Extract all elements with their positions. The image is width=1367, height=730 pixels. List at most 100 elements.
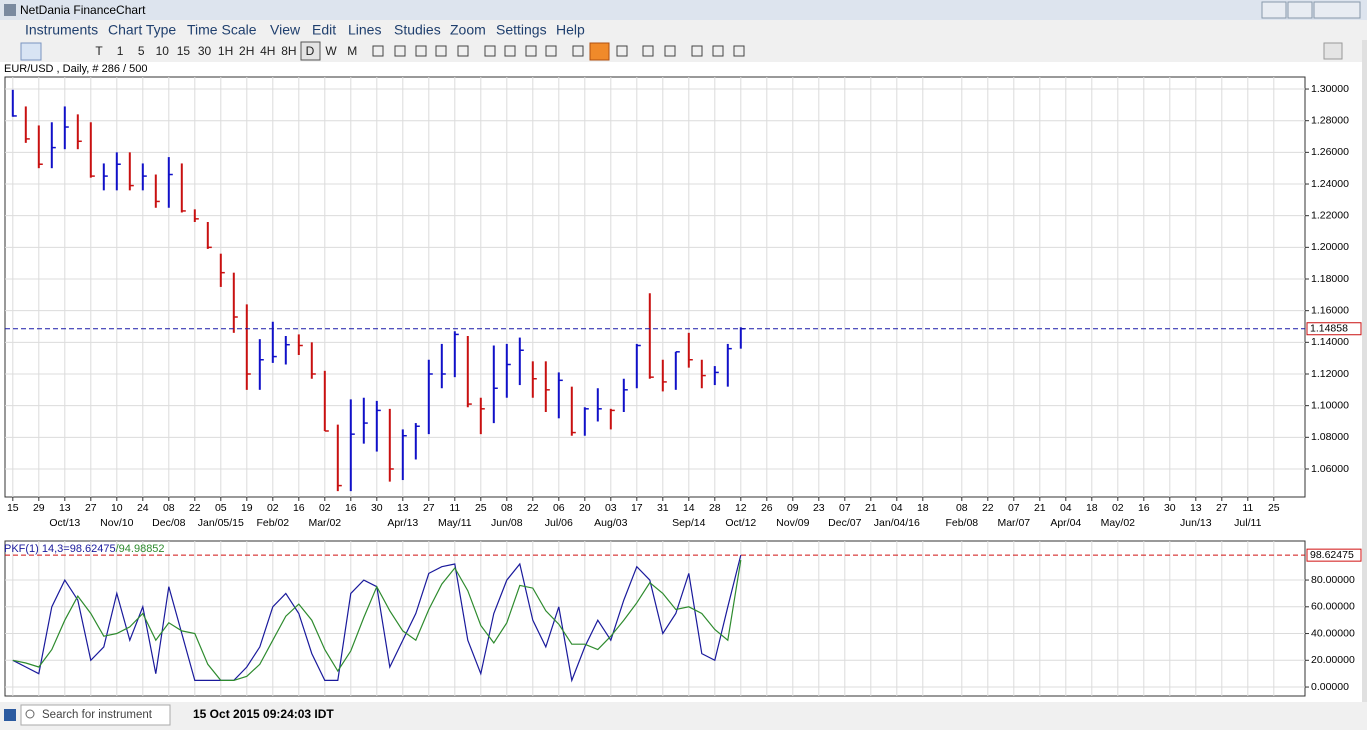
menu-item[interactable]: Studies [394,22,441,38]
y-tick-label: 1.18000 [1311,273,1349,285]
timeframe-button[interactable]: T [95,44,103,58]
toolbar-icon[interactable] [394,45,406,57]
chart-area [0,62,1362,702]
x-month-label: Jul/06 [545,517,573,529]
menu-item[interactable]: Chart Type [108,22,176,38]
timeframe-button[interactable]: 8H [281,44,296,58]
last-price-box [1306,322,1362,336]
x-tick-label: 25 [475,502,487,514]
search-placeholder[interactable]: Search for instrument [42,709,153,721]
y-tick-label: 1.12000 [1311,368,1349,380]
y-tick-label: 1.08000 [1311,431,1349,443]
toolbar-icon[interactable] [484,45,496,57]
x-month-label: Jul/11 [1234,517,1261,529]
timeframe-button[interactable]: 1H [218,44,233,58]
x-tick-label: 22 [189,502,201,514]
toolbar-icon[interactable] [457,45,469,57]
panel-button[interactable] [1323,42,1343,60]
toolbar-icon[interactable] [545,45,557,57]
x-tick-label: 30 [371,502,383,514]
toolbar-icon[interactable] [372,45,384,57]
y-tick-label: 1.06000 [1311,463,1349,475]
y-tick-label: 20.00000 [1311,654,1355,666]
bar-chart-button[interactable] [20,42,42,61]
x-tick-label: 14 [683,502,695,514]
y-tick-label: 40.00000 [1311,627,1355,639]
scrollbar [1362,40,1367,702]
menu-item[interactable]: Time Scale [187,22,257,38]
x-month-label: Mar/07 [997,517,1030,529]
last-value-label: 98.62475 [1310,549,1354,561]
x-tick-label: 30 [1164,502,1176,514]
x-tick-label: 10 [111,502,123,514]
timeframe-button[interactable]: M [347,44,357,58]
maximize-button[interactable] [1287,1,1313,19]
search-icon [25,709,35,719]
x-tick-label: 02 [267,502,279,514]
x-tick-label: 06 [553,502,565,514]
menu-item[interactable]: Help [556,22,585,38]
timeframe-button[interactable]: 5 [138,44,145,58]
toolbar-icon[interactable] [435,45,447,57]
x-tick-label: 23 [813,502,825,514]
x-tick-label: 24 [137,502,149,514]
menu-item[interactable]: Edit [312,22,336,38]
x-tick-label: 03 [605,502,617,514]
toolbar-icon[interactable] [525,45,537,57]
toolbar-icon[interactable] [712,45,724,57]
x-month-label: Feb/08 [945,517,978,529]
toolbar-icon[interactable] [733,45,745,57]
x-tick-label: 22 [527,502,539,514]
menu-item[interactable]: Settings [496,22,547,38]
timeframe-button[interactable]: 30 [198,44,212,58]
timeframe-button[interactable]: 1 [117,44,124,58]
x-month-label: Dec/08 [152,517,185,529]
x-tick-label: 27 [423,502,435,514]
x-month-label: May/11 [438,517,472,529]
menu-item[interactable]: Instruments [25,22,98,38]
toolbar-icon[interactable] [572,45,584,57]
timeframe-button[interactable]: 10 [156,44,170,58]
x-month-label: Aug/03 [594,517,627,529]
menu-item[interactable]: Lines [348,22,381,38]
x-tick-label: 13 [59,502,71,514]
x-tick-label: 07 [839,502,851,514]
y-tick-label: 60.00000 [1311,601,1355,613]
x-month-label: May/02 [1101,517,1136,529]
indicator-plot-frame [4,540,1306,697]
toolbar-icon[interactable] [664,45,676,57]
timeframe-button[interactable]: 4H [260,44,275,58]
x-tick-label: 04 [891,502,903,514]
toolbar-icon[interactable] [691,45,703,57]
toolbar-icon[interactable] [415,45,427,57]
x-tick-label: 13 [397,502,409,514]
clear-button[interactable] [589,42,610,61]
x-tick-label: 19 [241,502,253,514]
menu-item[interactable]: View [270,22,301,38]
minimize-button[interactable] [1261,1,1287,19]
app-icon [4,4,16,16]
timeframe-button[interactable]: 15 [177,44,191,58]
y-tick-label: 1.14000 [1311,336,1349,348]
y-tick-label: 1.24000 [1311,178,1349,190]
x-tick-label: 02 [1112,502,1124,514]
x-tick-label: 08 [163,502,175,514]
x-month-label: Jan/04/16 [874,517,920,529]
x-month-label: Jun/13 [1180,517,1212,529]
search-box[interactable] [20,704,171,726]
main-plot-frame [4,76,1306,498]
toolbar-icon[interactable] [642,45,654,57]
timeframe-button[interactable]: W [325,44,337,58]
toolbar-icon[interactable] [616,45,628,57]
menu-item[interactable]: Zoom [450,22,486,38]
indicator-line [12,559,742,681]
toolbar [0,40,1367,62]
x-tick-label: 02 [319,502,331,514]
x-month-label: Apr/13 [387,517,418,529]
close-button[interactable] [1313,1,1361,19]
timeframe-button[interactable]: D [306,44,315,58]
toolbar-icon[interactable] [504,45,516,57]
timestamp: 15 Oct 2015 09:24:03 IDT [193,707,334,721]
timeframe-button[interactable]: 2H [239,44,254,58]
